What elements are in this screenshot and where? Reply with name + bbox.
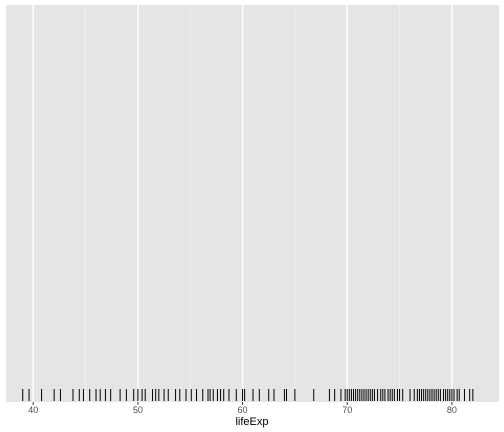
major-gridlines: [32, 5, 453, 402]
x-tick-label: 60: [238, 405, 248, 415]
x-axis-ticks: [32, 402, 453, 405]
x-tick-label: 80: [447, 405, 457, 415]
plot-panel: [6, 5, 499, 402]
x-axis-title: lifeExp: [235, 416, 268, 428]
x-tick-label: 70: [342, 405, 352, 415]
x-tick-label: 50: [133, 405, 143, 415]
rug-marks: [22, 389, 474, 401]
x-tick-label: 40: [28, 405, 38, 415]
minor-gridlines: [85, 5, 400, 402]
x-axis-tick-labels: 40 50 60 70 80: [28, 405, 457, 415]
